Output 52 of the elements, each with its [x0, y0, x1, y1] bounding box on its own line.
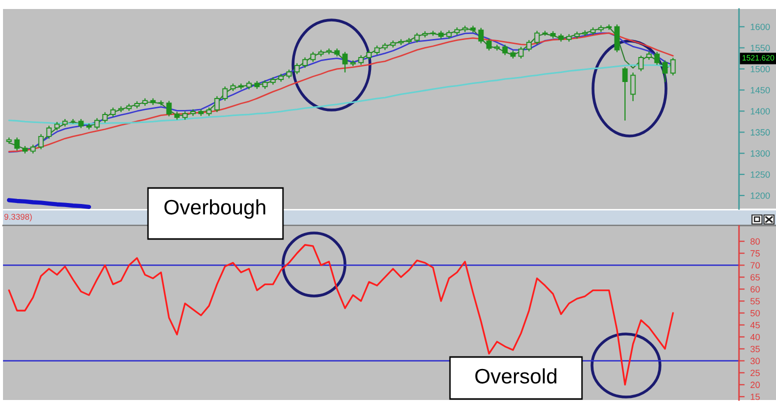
y-tick-label: 1350	[750, 129, 770, 136]
y-tick-label: 1600	[750, 24, 770, 30]
y-tick-label: 15	[750, 394, 760, 400]
y-tick-label: 25	[750, 370, 760, 376]
candlestick	[614, 24, 620, 52]
candlestick	[526, 40, 532, 52]
candlestick	[478, 28, 484, 44]
y-tick-label: 1500	[750, 66, 770, 72]
candlestick	[342, 52, 348, 72]
candlestick	[486, 38, 492, 50]
candlestick	[630, 72, 636, 102]
candlestick	[94, 118, 100, 130]
y-tick-label: 35	[750, 346, 760, 352]
y-tick-label: 20	[750, 382, 760, 388]
annotation: Overbough	[164, 199, 266, 219]
candlestick	[622, 67, 628, 121]
y-tick-label: 1250	[750, 171, 770, 178]
candlestick	[166, 100, 172, 116]
y-tick-label: 80	[750, 238, 760, 245]
y-tick-label: 70	[750, 262, 760, 269]
y-tick-label: 1450	[750, 86, 770, 94]
candlestick	[638, 56, 644, 72]
candlestick	[654, 52, 660, 65]
y-tick-label: 65	[750, 274, 760, 281]
candlestick	[294, 63, 300, 74]
candlestick	[662, 60, 668, 82]
line-series	[8, 244, 674, 386]
candlestick	[502, 44, 508, 56]
candlestick	[518, 46, 524, 58]
y-tick-label: 30	[750, 358, 760, 364]
candlestick	[302, 57, 308, 68]
y-tick-label: 45	[750, 322, 760, 328]
candlestick	[14, 138, 20, 150]
y-tick-label: 1400	[750, 108, 770, 114]
candlestick	[214, 96, 220, 112]
candlestick	[38, 134, 44, 150]
candlestick	[102, 112, 108, 123]
line-series	[6, 198, 92, 209]
y-tick-label: 1200	[750, 192, 770, 199]
candlestick	[222, 86, 228, 101]
candlestick	[670, 58, 676, 76]
y-tick-label: 1300	[750, 150, 770, 157]
annotation: Oversold	[475, 368, 556, 384]
candlestick	[534, 30, 540, 45]
y-tick-label: 1550	[750, 44, 770, 52]
y-tick-label: 75	[750, 250, 760, 257]
y-tick-label: 60	[750, 286, 760, 292]
text: 9.3398)	[4, 214, 32, 222]
y-tick-label: 40	[750, 334, 760, 340]
candlestick	[46, 126, 52, 139]
y-tick-label: 50	[750, 310, 760, 316]
y-tick-label: 55	[750, 298, 760, 304]
